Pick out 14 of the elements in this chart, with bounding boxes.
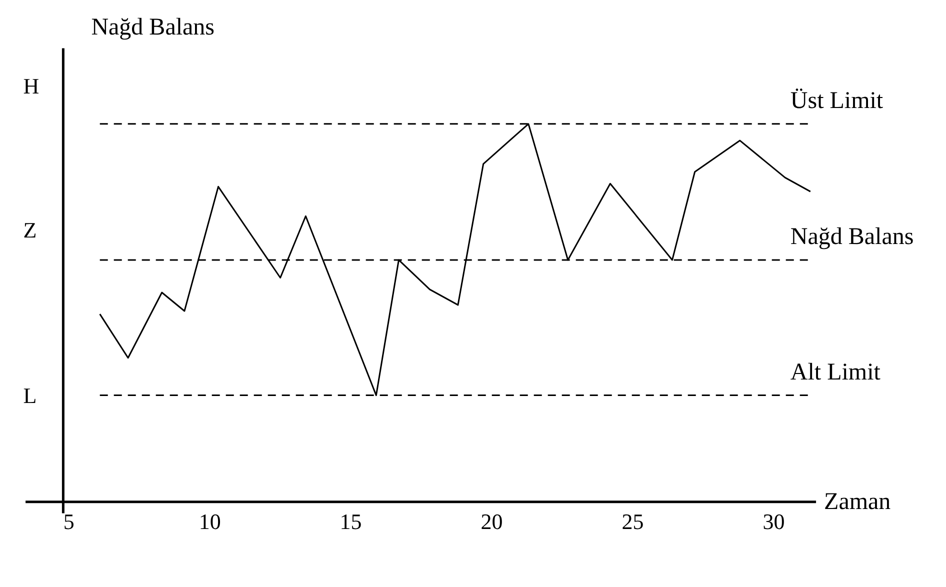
ref-line-label: Üst Limit (790, 88, 884, 114)
ref-line-label: Nağd Balans (790, 224, 914, 250)
x-tick-label: 5 (63, 508, 74, 534)
text: Z (23, 217, 37, 242)
x-axis-title: Zaman (824, 488, 891, 515)
text: H (23, 73, 40, 98)
text: L (23, 382, 37, 408)
x-tick-label: 30 (762, 508, 785, 534)
y-axis-title: Nağd Balans (91, 14, 215, 40)
x-tick-label: 25 (622, 508, 644, 534)
x-tick-label: 10 (198, 508, 221, 534)
ref-line-label: Alt Limit (790, 359, 881, 386)
x-tick-label: 20 (480, 508, 503, 534)
x-tick-label: 15 (340, 508, 362, 534)
